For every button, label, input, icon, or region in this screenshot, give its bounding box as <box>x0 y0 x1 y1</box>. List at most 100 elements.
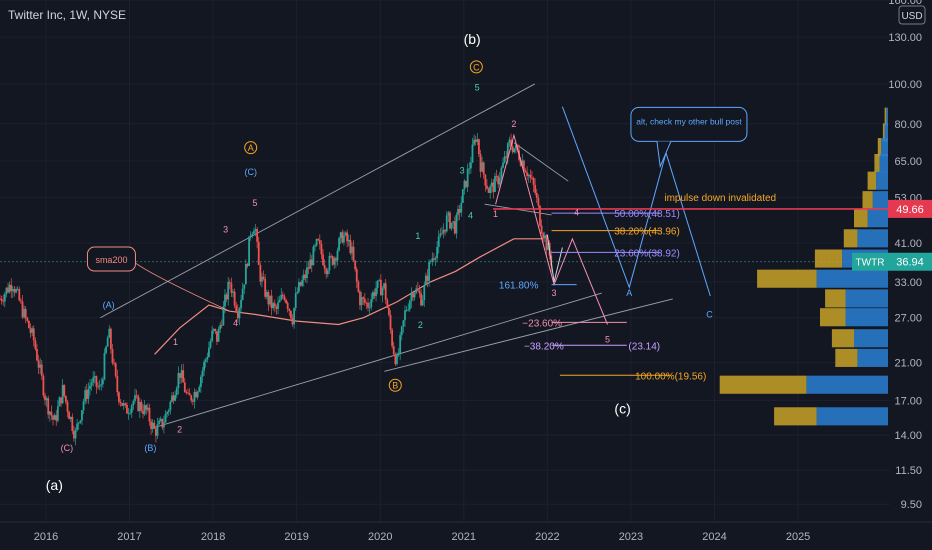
candle-body <box>138 402 141 411</box>
wave-label: 4 <box>574 208 579 218</box>
candle-body <box>508 139 511 144</box>
time-axis-bg <box>0 522 932 550</box>
candle-body <box>497 176 500 185</box>
candle-body <box>97 386 99 388</box>
volume-bar-down <box>757 269 817 288</box>
candle-body <box>309 259 312 269</box>
candle-body <box>347 239 350 242</box>
candle-body <box>132 400 135 406</box>
wave-label: 1 <box>493 209 498 219</box>
candle-body <box>441 233 443 235</box>
wave-label: A <box>626 288 632 298</box>
candle-body <box>543 235 546 239</box>
candle-body <box>82 401 85 411</box>
candle-body <box>391 329 394 347</box>
trendlines-layer <box>100 83 673 430</box>
candle-body <box>224 294 226 307</box>
candle-body <box>190 395 193 401</box>
candle-body <box>169 401 172 411</box>
candle-body <box>450 222 453 229</box>
candle-body <box>191 400 194 402</box>
candle-body <box>50 411 53 416</box>
candle-body <box>317 239 320 241</box>
candle-body <box>415 288 418 293</box>
candle-body <box>241 288 244 300</box>
candle-body <box>81 410 83 421</box>
wave-label: 2 <box>418 320 423 330</box>
candle-body <box>172 395 175 401</box>
candle-body <box>264 278 267 297</box>
candle-body <box>249 234 252 237</box>
candle-body <box>77 422 80 424</box>
wave-label: 4 <box>468 211 473 221</box>
price-tick-label: 80.00 <box>894 119 922 131</box>
wave-label: 1 <box>415 231 420 241</box>
candle-body <box>198 386 201 392</box>
alt-note-tail <box>656 141 672 169</box>
time-tick-label: 2023 <box>619 531 643 543</box>
trendline <box>513 142 569 182</box>
candle-body <box>328 255 331 271</box>
candle-body <box>354 260 357 270</box>
candle-body <box>137 395 140 411</box>
fib-layer: 50.00%(48.51) 38.20%(43.96) 23.60%(38.92) 1… <box>499 209 706 382</box>
trendline <box>100 83 536 319</box>
candle-body <box>48 411 51 415</box>
candle-body <box>0 298 1 300</box>
candle-body <box>52 415 54 420</box>
candle-body <box>209 341 212 348</box>
candle-body <box>336 250 339 261</box>
volume-bar-down <box>825 289 846 308</box>
candles-layer <box>0 132 553 446</box>
candle-body <box>180 370 183 378</box>
candle-body <box>273 303 276 307</box>
candle-body <box>272 303 275 309</box>
current-price-badge <box>888 252 932 271</box>
candle-body <box>346 232 349 242</box>
candle-body <box>277 302 279 309</box>
candle-body <box>201 370 204 377</box>
volume-bar-up <box>816 269 888 288</box>
invalidation-price-text: 49.66 <box>896 204 924 216</box>
candle-body <box>56 406 59 421</box>
candle-body <box>79 420 82 423</box>
candle-body <box>195 391 197 398</box>
candle-body <box>486 185 488 189</box>
candle-body <box>534 184 537 193</box>
time-tick-label: 2017 <box>117 531 141 543</box>
symbol-title: Twitter Inc, 1W, NYSE <box>8 8 126 22</box>
candle-body <box>503 156 506 163</box>
candle-body <box>357 281 360 292</box>
wave-label: (A) <box>103 300 115 310</box>
candle-body <box>535 192 538 198</box>
candle-body <box>214 328 217 332</box>
candle-body <box>71 416 74 432</box>
candle-body <box>330 255 332 257</box>
candle-body <box>267 292 270 305</box>
candle-body <box>474 139 477 142</box>
candle-body <box>42 375 45 396</box>
candle-body <box>355 269 358 282</box>
candle-body <box>465 180 467 187</box>
candle-body <box>529 174 532 178</box>
candle-body <box>208 347 210 357</box>
candle-body <box>375 287 377 297</box>
candle-body <box>142 410 144 414</box>
volume-bar-down <box>843 229 858 248</box>
fib-label: 161.80% <box>499 281 539 292</box>
price-axis[interactable]: 160.00130.00100.0080.0065.0053.0041.0033… <box>852 0 932 522</box>
candle-body <box>0 299 3 301</box>
fib-label: 23.60%(38.92) <box>614 248 680 259</box>
candle-body <box>269 295 271 305</box>
candle-body <box>442 229 445 234</box>
candle-body <box>418 290 421 294</box>
candle-body <box>291 318 294 325</box>
candle-body <box>243 284 246 289</box>
candle-body <box>211 330 214 342</box>
candle-body <box>227 282 230 300</box>
volume-bar-up <box>876 171 888 190</box>
time-axis[interactable]: 2016 2017 2018 2019 2020 2021 2022 2023 2024 2025 <box>0 521 932 550</box>
volume-bar-down <box>835 348 858 367</box>
candle-body <box>431 258 434 262</box>
